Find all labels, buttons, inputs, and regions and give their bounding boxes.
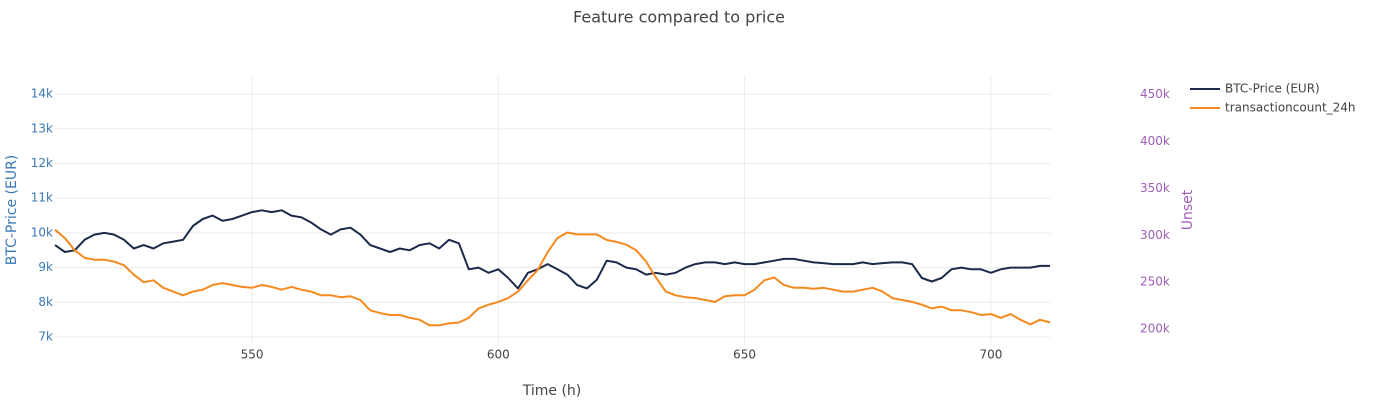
y-tick-label: 8k — [38, 295, 53, 309]
y-tick-label: 9k — [38, 260, 53, 274]
y2-tick-label: 350k — [1140, 181, 1170, 195]
y2-tick-label: 300k — [1140, 228, 1170, 242]
x-axis-label: Time (h) — [522, 383, 582, 399]
x-tick-label: 700 — [979, 348, 1002, 362]
x-tick-label: 550 — [241, 348, 264, 362]
chart-title: Feature compared to price — [573, 8, 785, 27]
y2-tick-label: 450k — [1140, 87, 1170, 101]
series-line — [54, 228, 1051, 327]
x-tick-label: 600 — [487, 348, 510, 362]
y2-tick-label: 200k — [1140, 322, 1170, 336]
series-line — [54, 209, 1050, 290]
y-tick-label: 11k — [31, 191, 53, 205]
y-tick-label: 13k — [31, 121, 53, 135]
y2-axis-label: Unset — [1180, 189, 1196, 230]
y-tick-label: 10k — [31, 225, 53, 239]
y2-tick-label: 400k — [1140, 134, 1170, 148]
legend-label: transactioncount_24h — [1225, 101, 1356, 115]
x-tick-label: 650 — [733, 348, 756, 362]
y-axis-label: BTC-Price (EUR) — [4, 155, 20, 266]
y-tick-label: 12k — [31, 156, 53, 170]
legend-label: BTC-Price (EUR) — [1225, 82, 1320, 96]
y-tick-label: 14k — [31, 87, 53, 101]
y2-tick-label: 250k — [1140, 275, 1170, 289]
y-tick-label: 7k — [38, 330, 53, 344]
